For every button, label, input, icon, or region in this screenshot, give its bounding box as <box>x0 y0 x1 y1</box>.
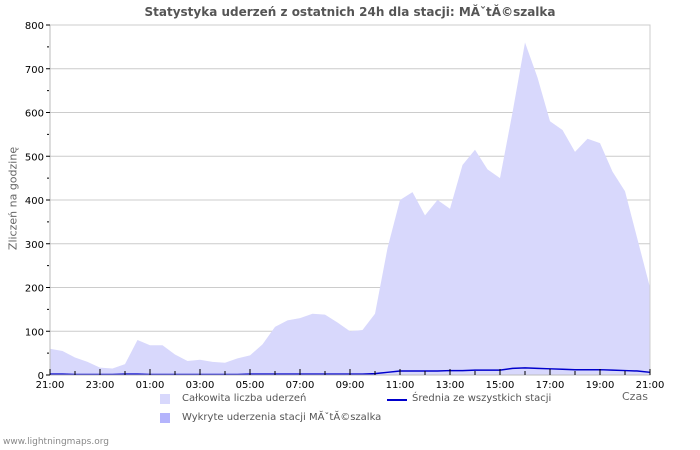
svg-text:21:00: 21:00 <box>636 380 665 391</box>
legend-swatch-total <box>160 394 170 404</box>
svg-text:11:00: 11:00 <box>386 380 415 391</box>
svg-text:05:00: 05:00 <box>236 380 265 391</box>
x-axis-label: Czas <box>622 390 648 403</box>
svg-text:800: 800 <box>25 21 44 32</box>
legend-swatch-detected <box>160 413 170 423</box>
svg-text:500: 500 <box>25 152 44 163</box>
legend-swatch-average <box>387 399 407 401</box>
svg-text:700: 700 <box>25 65 44 76</box>
svg-text:15:00: 15:00 <box>486 380 515 391</box>
svg-text:23:00: 23:00 <box>86 380 115 391</box>
svg-text:17:00: 17:00 <box>536 380 565 391</box>
svg-text:200: 200 <box>25 284 44 295</box>
total-strikes-area <box>50 42 650 375</box>
svg-text:600: 600 <box>25 109 44 120</box>
svg-text:09:00: 09:00 <box>336 380 365 391</box>
svg-text:07:00: 07:00 <box>286 380 315 391</box>
svg-text:21:00: 21:00 <box>36 380 65 391</box>
legend-label-total: Całkowita liczba uderzeń <box>182 393 307 404</box>
svg-text:19:00: 19:00 <box>586 380 615 391</box>
footer-link[interactable]: www.lightningmaps.org <box>3 437 109 447</box>
svg-text:01:00: 01:00 <box>136 380 165 391</box>
svg-text:100: 100 <box>25 327 44 338</box>
svg-text:300: 300 <box>25 240 44 251</box>
y-axis-ticks: 0 100 200 300 400 500 600 700 800 <box>25 21 50 382</box>
chart-title: Statystyka uderzeń z ostatnich 24h dla s… <box>144 5 556 19</box>
legend-label-detected: Wykryte uderzenia stacji MĂˇtĂ©szalka <box>182 412 382 423</box>
svg-text:0: 0 <box>38 371 44 382</box>
legend-label-average: Średnia ze wszystkich stacji <box>412 393 552 404</box>
svg-text:03:00: 03:00 <box>186 380 215 391</box>
x-axis-ticks: 21:00 23:00 01:00 03:00 05:00 07:00 09:00 11:00… <box>36 369 665 391</box>
svg-text:13:00: 13:00 <box>436 380 465 391</box>
svg-text:400: 400 <box>25 196 44 207</box>
